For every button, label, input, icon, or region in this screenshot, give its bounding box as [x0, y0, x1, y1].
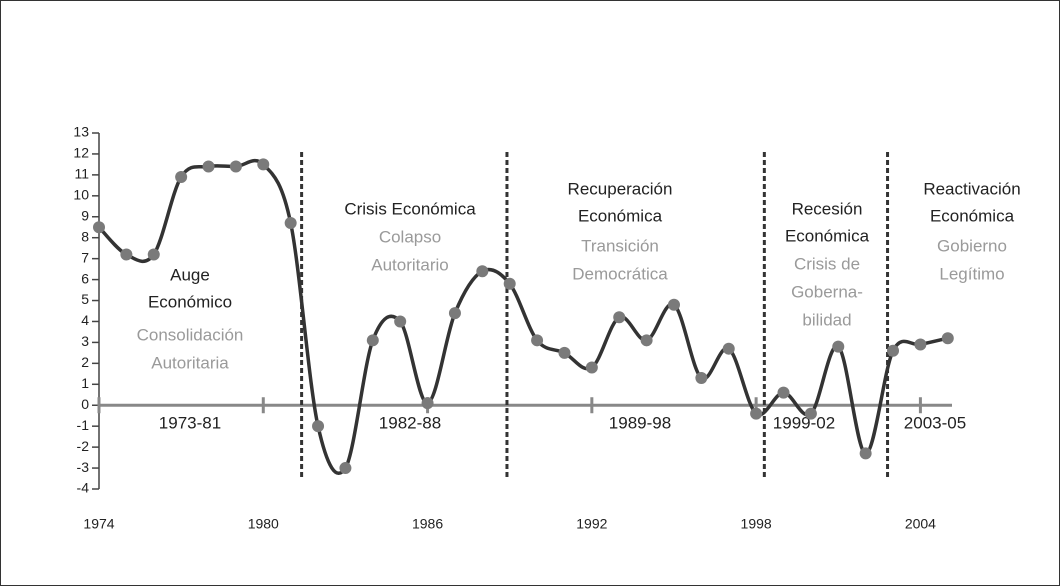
y-tick-label: 8 — [81, 228, 89, 244]
data-point — [695, 372, 708, 385]
period-subtitle: Goberna- — [791, 282, 863, 301]
data-point — [887, 344, 900, 357]
data-point — [531, 334, 544, 347]
data-point — [613, 311, 626, 324]
data-point — [777, 386, 790, 399]
period-label: 1999-02 — [773, 413, 835, 432]
y-tick-label: 4 — [81, 312, 89, 328]
period-subtitle: Democrática — [572, 264, 668, 283]
x-tick-label: 1992 — [576, 516, 607, 532]
data-point — [312, 420, 325, 433]
x-tick-label: 1974 — [83, 516, 114, 532]
data-point — [339, 462, 352, 475]
data-point — [640, 334, 653, 347]
y-tick-label: -3 — [77, 459, 90, 475]
data-point — [914, 338, 927, 351]
data-point — [941, 332, 954, 345]
x-tick-label: 1980 — [248, 516, 279, 532]
y-tick-label: -1 — [77, 417, 90, 433]
data-point — [257, 158, 270, 171]
data-point — [722, 342, 735, 355]
period-title: Económica — [578, 206, 663, 225]
data-point — [202, 160, 215, 173]
data-point — [667, 298, 680, 311]
period-subtitle: bilidad — [802, 310, 851, 329]
y-tick-label: 11 — [74, 166, 89, 182]
period-title: Auge — [170, 265, 210, 284]
data-point — [284, 217, 297, 230]
period-label: 1973-81 — [159, 413, 221, 432]
data-point — [394, 315, 407, 328]
data-point — [503, 277, 516, 290]
period-title: Recesión — [792, 199, 863, 218]
data-point — [229, 160, 242, 173]
y-tick-label: 1 — [81, 375, 89, 391]
period-subtitle: Consolidación — [137, 325, 244, 344]
data-point — [750, 407, 763, 420]
period-title: Recuperación — [568, 179, 673, 198]
y-tick-label: 13 — [73, 124, 89, 140]
period-label: 2003-05 — [904, 413, 966, 432]
data-point — [448, 307, 461, 320]
x-tick-label: 2004 — [905, 516, 936, 532]
period-subtitle: Legítimo — [939, 264, 1004, 283]
data-point — [585, 361, 598, 374]
y-tick-label: 6 — [81, 270, 89, 286]
data-point — [558, 346, 571, 359]
period-subtitle: Colapso — [379, 227, 441, 246]
y-tick-label: -4 — [77, 480, 90, 496]
period-subtitle: Gobierno — [937, 236, 1007, 255]
data-point — [859, 447, 872, 460]
x-tick-label: 1986 — [412, 516, 443, 532]
data-point — [832, 340, 845, 353]
period-subtitle: Crisis de — [794, 254, 860, 273]
y-tick-label: 12 — [73, 145, 89, 161]
period-label: 1989-98 — [609, 413, 671, 432]
period-label: 1982-88 — [379, 413, 441, 432]
y-tick-label: 2 — [81, 354, 89, 370]
period-title: Económica — [785, 226, 870, 245]
period-title: Económica — [930, 206, 1015, 225]
data-point — [93, 221, 105, 234]
y-tick-label: 7 — [81, 249, 89, 265]
data-point — [421, 397, 434, 410]
period-title: Económico — [148, 292, 232, 311]
y-tick-label: 5 — [81, 291, 89, 307]
data-point — [120, 248, 133, 261]
y-tick-label: 0 — [81, 396, 89, 412]
period-subtitle: Transición — [581, 236, 659, 255]
data-point — [804, 407, 817, 420]
y-tick-label: 3 — [81, 333, 89, 349]
x-tick-label: 1998 — [741, 516, 772, 532]
data-point — [366, 334, 379, 347]
period-title: Reactivación — [923, 179, 1020, 198]
period-subtitle: Autoritario — [371, 255, 448, 274]
period-subtitle: Autoritaria — [151, 353, 229, 372]
data-point — [175, 170, 188, 183]
data-point — [476, 265, 489, 278]
data-point — [147, 248, 160, 261]
y-tick-label: 10 — [73, 187, 89, 203]
period-title: Crisis Económica — [344, 199, 476, 218]
y-tick-label: -2 — [77, 438, 90, 454]
y-tick-label: 9 — [81, 207, 89, 223]
